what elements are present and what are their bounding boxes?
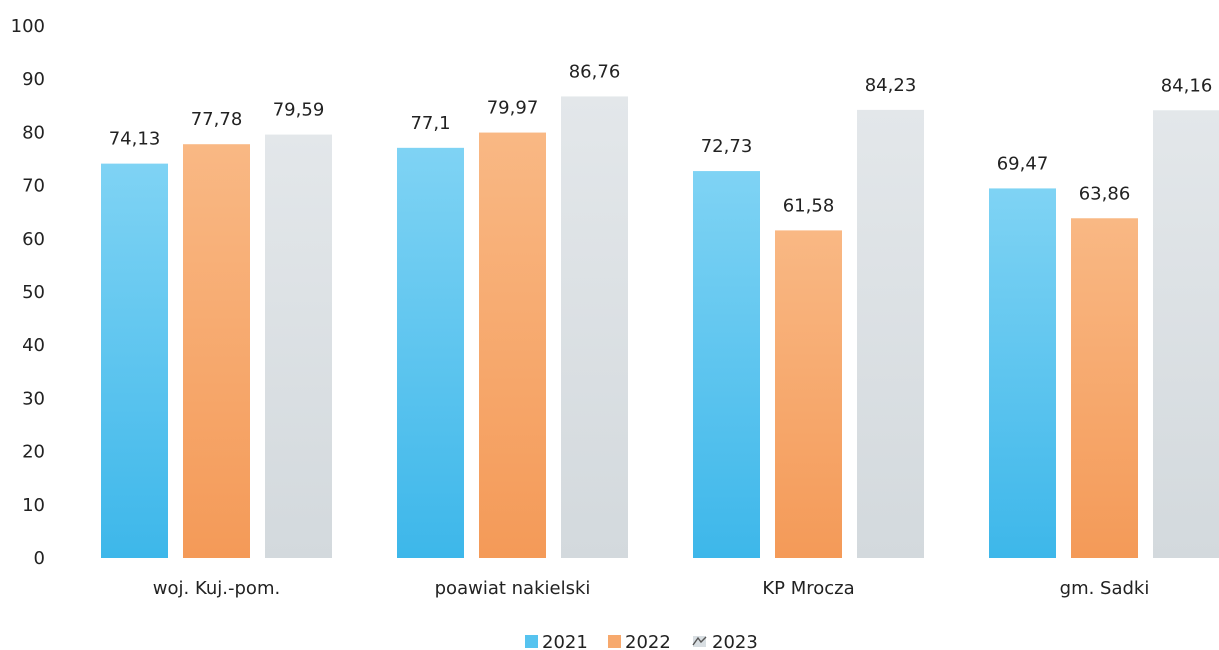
bar-2022-2 — [775, 230, 842, 558]
data-label: 69,47 — [997, 153, 1049, 174]
y-tick-label: 70 — [22, 176, 45, 197]
data-label: 77,1 — [410, 113, 450, 134]
data-labels-group: 74,13 77,78 79,59 77,1 79,97 86,76 72,73 61,58 8… — [109, 61, 1213, 216]
legend-swatch-2022 — [608, 635, 621, 648]
data-label: 84,23 — [865, 75, 917, 96]
y-tick-label: 30 — [22, 388, 45, 409]
legend-label-2021: 2021 — [542, 632, 588, 650]
data-label: 86,76 — [569, 61, 621, 82]
y-tick-label: 60 — [22, 229, 45, 250]
y-tick-label: 10 — [22, 495, 45, 516]
bar-2023-0 — [265, 134, 332, 558]
category-label: gm. Sadki — [1060, 578, 1150, 599]
y-tick-label: 100 — [11, 16, 45, 37]
y-tick-label: 80 — [22, 122, 45, 143]
bar-2022-0 — [183, 144, 250, 559]
data-label: 63,86 — [1079, 183, 1131, 204]
data-label: 72,73 — [701, 136, 753, 157]
data-label: 79,59 — [273, 100, 325, 121]
y-tick-label: 20 — [22, 442, 45, 463]
category-label: KP Mrocza — [762, 578, 854, 599]
bar-2023-3 — [1153, 110, 1219, 558]
data-label: 74,13 — [109, 129, 161, 150]
bar-2021-0 — [101, 163, 168, 558]
bar-2021-1 — [397, 147, 464, 558]
data-label: 77,78 — [191, 109, 243, 130]
category-label: woj. Kuj.-pom. — [153, 578, 280, 599]
legend-swatch-2023 — [692, 636, 707, 647]
bar-2023-1 — [561, 96, 628, 558]
y-tick-label: 0 — [34, 548, 45, 569]
data-label: 84,16 — [1161, 75, 1213, 96]
legend-swatch-2021 — [525, 635, 538, 648]
x-axis: woj. Kuj.-pom. poawiat nakielski KP Mrocza… — [153, 578, 1150, 599]
bar-2022-3 — [1071, 218, 1138, 558]
bar-2021-3 — [989, 188, 1056, 558]
legend: 2021 2022 2023 — [525, 632, 758, 650]
bar-2021-2 — [693, 171, 760, 558]
legend-label-2022: 2022 — [625, 632, 671, 650]
y-tick-label: 40 — [22, 335, 45, 356]
data-label: 79,97 — [487, 98, 539, 119]
legend-label-2023: 2023 — [712, 632, 758, 650]
y-tick-label: 50 — [22, 282, 45, 303]
bars-group — [101, 96, 1219, 559]
data-label: 61,58 — [783, 195, 835, 216]
y-axis: 0 10 20 30 40 50 60 70 80 90 100 — [11, 16, 45, 569]
bar-2023-2 — [857, 109, 924, 559]
bar-2022-1 — [479, 132, 546, 558]
y-tick-label: 90 — [22, 69, 45, 90]
category-label: poawiat nakielski — [435, 578, 591, 599]
